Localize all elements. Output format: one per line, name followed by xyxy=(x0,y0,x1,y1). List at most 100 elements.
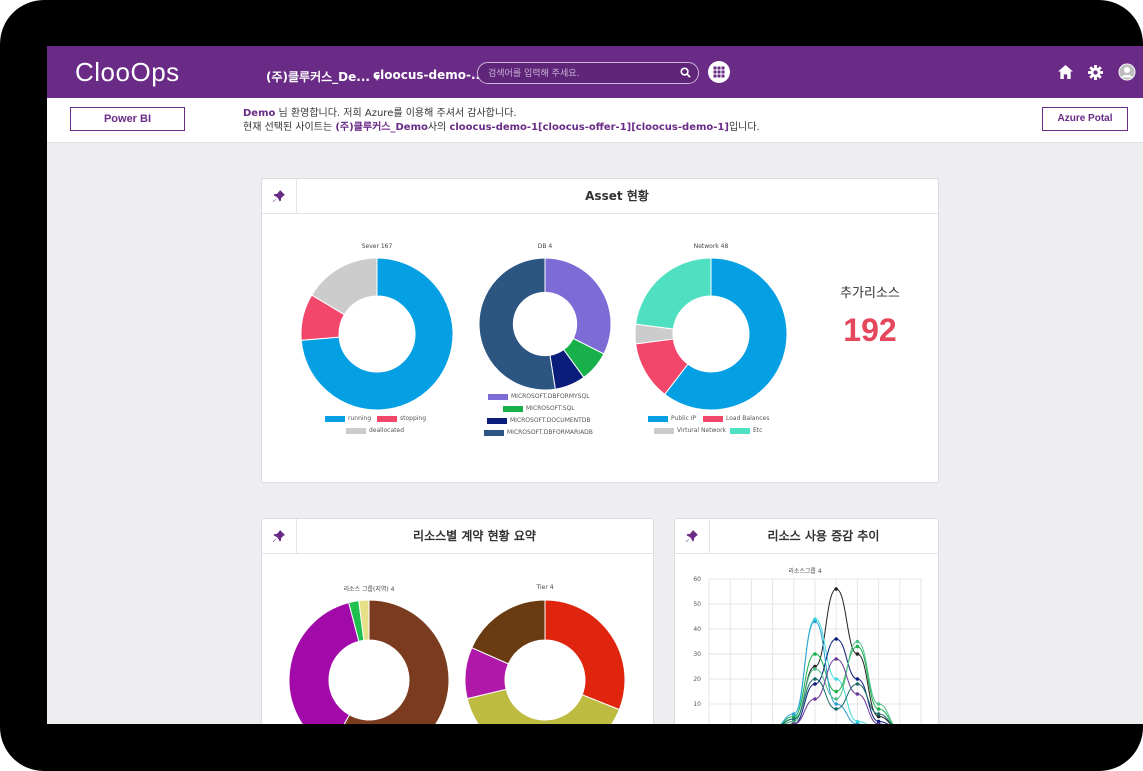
legend-swatch xyxy=(377,415,397,422)
legend-item[interactable]: Etc xyxy=(730,427,762,434)
data-point[interactable] xyxy=(876,712,881,716)
search-input[interactable] xyxy=(486,65,675,83)
extra-resource-count[interactable]: 192 xyxy=(843,312,897,348)
legend-label: running xyxy=(348,415,372,422)
data-point[interactable] xyxy=(855,639,860,644)
donut-slice[interactable] xyxy=(544,599,626,711)
site-selector-label: cloocus-demo-... xyxy=(373,68,485,82)
legend-label: stopping xyxy=(400,415,427,422)
chart-title-db: DB 4 xyxy=(537,243,553,250)
data-point[interactable] xyxy=(834,677,838,681)
data-point[interactable] xyxy=(855,722,860,724)
data-point[interactable] xyxy=(813,667,817,671)
data-point[interactable] xyxy=(855,682,860,686)
data-point[interactable] xyxy=(876,702,881,706)
donut-slice[interactable] xyxy=(635,257,712,330)
data-point[interactable] xyxy=(834,637,838,641)
legend-item[interactable]: MICROSOFT.DOCUMENTDB xyxy=(487,417,591,424)
data-point[interactable] xyxy=(876,722,881,724)
data-point[interactable] xyxy=(813,664,817,669)
data-point[interactable] xyxy=(813,617,817,621)
company-selector-label: (주)클루커스_De... xyxy=(266,70,370,84)
donut-slice[interactable] xyxy=(358,599,370,641)
donut-slice[interactable] xyxy=(311,257,378,316)
apps-grid-icon[interactable] xyxy=(708,61,730,83)
legend-item[interactable]: Public IP xyxy=(648,415,696,422)
legend-label: MICROSOFT.DOCUMENTDB xyxy=(510,417,591,424)
donut-slice[interactable] xyxy=(544,257,612,355)
azure-portal-button[interactable]: Azure Potal xyxy=(1042,107,1128,131)
donut-slice[interactable] xyxy=(664,257,788,411)
data-point[interactable] xyxy=(834,697,838,701)
pin-icon[interactable] xyxy=(675,519,710,553)
legend-item[interactable]: Load Balances xyxy=(703,415,769,422)
data-point[interactable] xyxy=(813,619,817,624)
home-icon[interactable] xyxy=(1058,65,1073,79)
data-point[interactable] xyxy=(876,719,881,724)
app-screen: ClooOps (주)클루커스_De... ▾ cloocus-demo-...… xyxy=(47,46,1143,724)
data-point[interactable] xyxy=(876,714,881,719)
data-point[interactable] xyxy=(813,677,817,681)
legend-item[interactable]: MICROSOFT.SQL xyxy=(503,405,575,412)
data-point[interactable] xyxy=(813,652,817,656)
data-point[interactable] xyxy=(855,652,860,656)
y-tick-label: 50 xyxy=(693,601,701,608)
data-point[interactable] xyxy=(876,707,881,711)
pin-icon[interactable] xyxy=(262,519,297,553)
y-tick-label: 20 xyxy=(693,676,701,683)
data-point[interactable] xyxy=(855,692,860,696)
donut-slice[interactable] xyxy=(330,599,450,724)
data-point[interactable] xyxy=(792,712,796,716)
data-point[interactable] xyxy=(855,719,860,724)
gear-icon[interactable] xyxy=(1088,65,1103,80)
db-donut-chart xyxy=(478,257,612,391)
y-tick-label: 30 xyxy=(693,651,701,658)
legend-label: MICROSOFT.DBFORMARIADB xyxy=(507,429,593,436)
donut-slice[interactable] xyxy=(300,257,454,411)
data-point[interactable] xyxy=(834,702,838,706)
chart-title-trend: 리소스그룹 4 xyxy=(788,568,822,575)
usage-trend-card: 리소스 사용 증감 추이 xyxy=(674,518,939,724)
extra-resource-label: 추가리소스 xyxy=(840,286,900,301)
data-point[interactable] xyxy=(813,697,817,701)
app-logo[interactable]: ClooOps xyxy=(75,57,180,87)
caret-down-icon: ▾ xyxy=(374,70,381,84)
legend-item[interactable]: MICROSOFT.DBFORMARIADB xyxy=(484,429,593,436)
y-tick-label: 60 xyxy=(693,576,701,583)
donut-slice[interactable] xyxy=(288,602,360,724)
data-point[interactable] xyxy=(834,689,838,694)
chart-title-server: Sever 167 xyxy=(361,243,393,250)
donut-slice[interactable] xyxy=(466,688,620,724)
company-selector[interactable]: (주)클루커스_De... ▾ xyxy=(266,68,380,85)
site-info-mid: 사의 xyxy=(427,122,450,133)
legend-swatch xyxy=(654,427,674,434)
data-point[interactable] xyxy=(792,719,796,724)
server-donut-chart xyxy=(300,257,454,411)
legend-item[interactable]: Virtural Network xyxy=(654,427,726,434)
legend-item[interactable]: running xyxy=(325,415,371,422)
power-bi-button[interactable]: Power BI xyxy=(70,107,185,131)
data-point[interactable] xyxy=(834,707,838,711)
chart-title-resource-group: 리소스 그룹(지역) 4 xyxy=(343,586,395,593)
data-point[interactable] xyxy=(855,644,860,649)
data-point[interactable] xyxy=(834,587,838,591)
legend-item[interactable]: stopping xyxy=(377,415,426,422)
legend-label: Virtural Network xyxy=(677,427,727,434)
chart-title-tier: Tier 4 xyxy=(536,584,554,591)
data-point[interactable] xyxy=(792,722,796,724)
legend-item[interactable]: deallocated xyxy=(346,427,404,434)
legend-label: Etc xyxy=(753,427,763,434)
data-point[interactable] xyxy=(792,714,796,719)
data-point[interactable] xyxy=(813,682,817,686)
chart-title-network: Network 48 xyxy=(693,243,729,250)
donut-slice[interactable] xyxy=(478,257,556,391)
search-icon[interactable] xyxy=(680,67,691,78)
data-point[interactable] xyxy=(792,717,796,721)
legend-item[interactable]: MICROSOFT.DBFORMYSQL xyxy=(488,393,590,400)
pin-icon[interactable] xyxy=(262,179,297,213)
donut-slice[interactable] xyxy=(471,599,546,665)
data-point[interactable] xyxy=(855,677,860,681)
series-line[interactable] xyxy=(709,588,921,724)
data-point[interactable] xyxy=(834,657,838,661)
user-avatar-icon[interactable] xyxy=(1118,63,1136,81)
